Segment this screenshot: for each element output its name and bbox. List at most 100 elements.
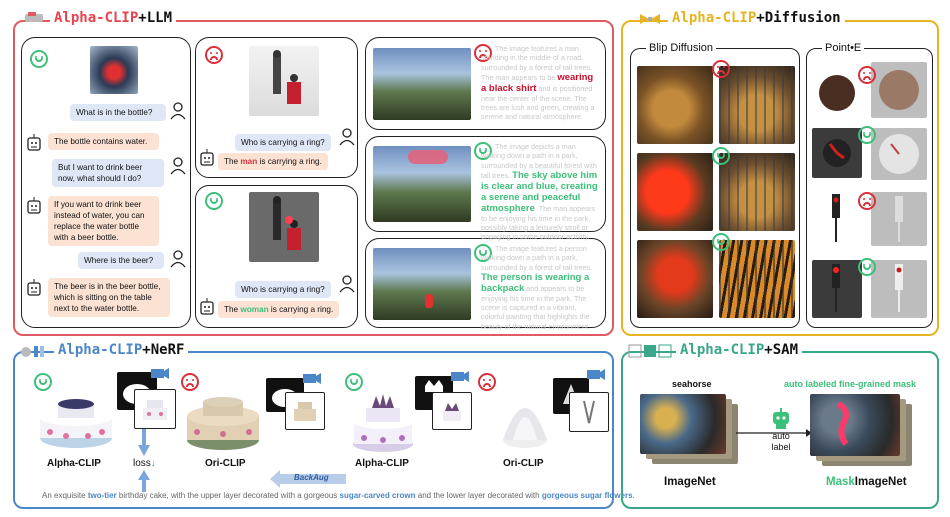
- arrow-up: [138, 470, 150, 497]
- caption-part: and the lower layer decorated with: [415, 491, 542, 500]
- robot-icon: [771, 408, 791, 435]
- caption-part: An exquisite: [42, 491, 88, 500]
- nerf-label: Alpha-CLIP: [47, 458, 101, 469]
- seahorse-label: seahorse: [672, 379, 712, 389]
- user-icon: [339, 275, 355, 298]
- cake-render: [497, 380, 553, 452]
- loss-label: loss↓: [133, 458, 156, 469]
- chat-user-message: Where is the beer?: [78, 252, 164, 269]
- bottle-image: [90, 46, 138, 94]
- cake-render: [183, 392, 263, 452]
- nerf-label: Ori-CLIP: [503, 458, 544, 469]
- cake-thumbnail: [569, 392, 609, 432]
- arrow-right: [736, 424, 812, 442]
- traffic-light-image: [812, 260, 862, 318]
- seahorse-image: [640, 394, 726, 454]
- ring-answer-top: The man is carrying a ring.: [218, 153, 328, 170]
- chat-bot-message: If you want to drink beer instead of wat…: [48, 196, 159, 246]
- ring-image-bottom: [249, 192, 319, 262]
- frown-icon: [474, 44, 492, 62]
- forest-caption: The image features a man standing in the…: [481, 44, 595, 122]
- camera-icon: [586, 367, 606, 386]
- ring-question-bottom: Who is carrying a ring?: [235, 281, 331, 298]
- smile-icon: [712, 233, 730, 251]
- camera-icon: [150, 366, 170, 385]
- forest-image: [373, 146, 471, 222]
- forest-caption: The image features a person walking down…: [481, 244, 593, 331]
- clock-image: [812, 128, 862, 178]
- clock-image: [812, 68, 862, 118]
- caption-part: gorgeous sugar flowers: [541, 491, 633, 500]
- ring-answer-bottom: The woman is carrying a ring.: [218, 301, 340, 318]
- backaug-arrow: [270, 470, 346, 488]
- robot-icon: [200, 298, 214, 321]
- caption-part: sugar-carved crown: [339, 491, 416, 500]
- diffusion-panel-title: Alpha-CLIP+Diffusion: [668, 10, 845, 26]
- tiger-image: [637, 240, 713, 318]
- caption-part: birthday cake, with the upper layer deco…: [116, 491, 340, 500]
- lion-image: [637, 153, 713, 231]
- smile-icon: [474, 142, 492, 160]
- chat-user-message: What is in the bottle?: [70, 104, 166, 121]
- smile-icon: [205, 192, 223, 210]
- tiger-generated-image: [719, 240, 795, 318]
- user-icon: [339, 128, 355, 151]
- arrow-down: [138, 429, 150, 462]
- traffic-light-pointcloud: [871, 260, 927, 318]
- lion-generated-image: [719, 153, 795, 231]
- smile-icon: [30, 50, 48, 68]
- user-icon: [170, 250, 186, 273]
- robot-icon: [27, 134, 41, 157]
- llm-header-icon: [22, 12, 46, 26]
- mask-imagenet-label: MaskImageNet: [826, 476, 907, 488]
- clock-pointcloud: [871, 62, 927, 118]
- blip-label: Blip Diffusion: [646, 42, 716, 54]
- chat-user-message: But I want to drink beer now, what shoul…: [52, 159, 164, 187]
- llm-panel-title: Alpha-CLIP+LLM: [50, 10, 177, 26]
- cake-thumbnail: [432, 392, 472, 430]
- user-icon: [170, 157, 186, 180]
- forest-caption: The image depicts a man walking down a p…: [481, 142, 598, 242]
- sam-header-icon: [628, 344, 672, 363]
- smile-icon: [34, 373, 52, 391]
- smile-icon: [712, 147, 730, 165]
- auto-label-text: auto label: [771, 431, 791, 452]
- robot-icon: [27, 197, 41, 220]
- ring-question-top: Who is carrying a ring?: [235, 134, 331, 151]
- frown-icon: [478, 373, 496, 391]
- frown-icon: [181, 373, 199, 391]
- pointe-label: Point•E: [822, 42, 865, 54]
- caption-part: .: [632, 491, 635, 500]
- cake-thumbnail: [134, 389, 176, 429]
- smile-icon: [474, 244, 492, 262]
- user-icon: [170, 102, 186, 125]
- frown-icon: [205, 46, 223, 64]
- cake-render: [36, 392, 116, 450]
- smile-icon: [345, 373, 363, 391]
- sam-panel-title: Alpha-CLIP+SAM: [676, 342, 803, 358]
- forest-image: [373, 248, 471, 320]
- imagenet-label: ImageNet: [664, 476, 716, 488]
- llm-panel: [13, 20, 614, 336]
- auto-mask-label: auto labeled fine-grained mask: [784, 379, 917, 389]
- backaug-label: BackAug: [294, 473, 329, 482]
- lion-generated-image: [719, 66, 795, 144]
- smile-icon: [858, 258, 876, 276]
- traffic-light-pointcloud: [871, 192, 927, 246]
- bowtie-icon: [638, 10, 662, 33]
- frown-icon: [858, 66, 876, 84]
- nerf-panel-title: Alpha-CLIP+NeRF: [54, 342, 189, 358]
- lion-image: [637, 66, 713, 144]
- nerf-caption: An exquisite two-tier birthday cake, wit…: [42, 491, 635, 500]
- smile-icon: [858, 126, 876, 144]
- forest-image: [373, 48, 471, 120]
- chat-bot-message: The beer is in the beer bottle, which is…: [48, 278, 170, 317]
- frown-icon: [712, 60, 730, 78]
- robot-icon: [27, 279, 41, 302]
- chat-bot-message: The bottle contains water.: [48, 133, 159, 150]
- frown-icon: [858, 192, 876, 210]
- nerf-header-icon: [20, 343, 50, 364]
- caption-part: two-tier: [87, 491, 117, 500]
- traffic-light-image: [812, 192, 862, 248]
- nerf-label: Ori-CLIP: [205, 458, 246, 469]
